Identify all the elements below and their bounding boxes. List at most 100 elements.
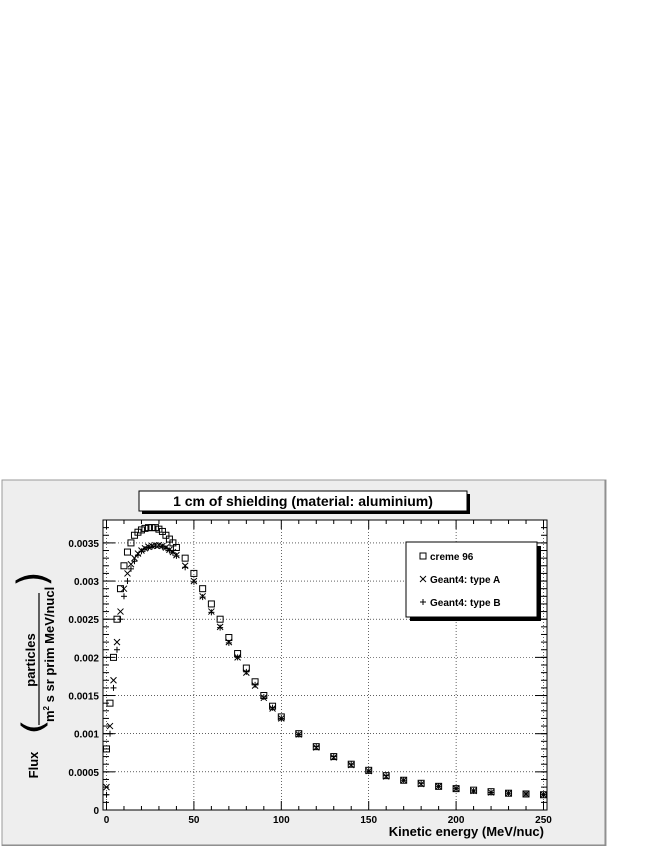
data-point — [127, 539, 135, 547]
data-point — [295, 731, 302, 738]
data-point — [418, 780, 425, 787]
y-tick-label: 0.0005 — [68, 768, 99, 779]
data-point — [134, 552, 141, 559]
data-point — [127, 560, 135, 568]
data-point — [348, 761, 355, 768]
legend-marker — [419, 575, 427, 583]
data-point — [110, 676, 117, 684]
x-tick-label: 100 — [273, 815, 290, 826]
legend-label: Geant4: type A — [430, 575, 500, 586]
y-tick-label: 0.0035 — [68, 539, 99, 550]
data-point — [217, 624, 224, 631]
data-point — [110, 684, 117, 691]
data-point — [252, 681, 259, 688]
y-axis-title: Flux ( particles m2 s sr prim MeV/nucl ) — [10, 571, 57, 778]
data-point — [106, 730, 113, 737]
legend-marker — [420, 599, 426, 605]
data-point — [190, 569, 198, 577]
axis-ticks — [103, 519, 547, 811]
data-point — [113, 646, 120, 653]
data-point — [120, 562, 128, 570]
data-point — [145, 544, 152, 551]
data-point — [131, 558, 138, 565]
x-axis-title: Kinetic energy (MeV/nuc) — [389, 824, 544, 839]
y-tick-label: 0.003 — [74, 577, 99, 588]
y-tick-label: 0 — [93, 806, 99, 817]
data-point — [131, 554, 138, 562]
y-tick-label: 0.0025 — [68, 615, 99, 626]
data-point — [102, 745, 110, 753]
y-axis-right-paren: ) — [10, 571, 56, 587]
data-point — [117, 616, 124, 623]
chart-title: 1 cm of shielding (material: aluminium) — [173, 493, 433, 509]
data-point — [103, 791, 110, 798]
data-markers — [102, 524, 548, 799]
data-point — [435, 783, 442, 790]
data-point — [199, 594, 206, 601]
data-point — [123, 548, 131, 556]
x-tick-labels: 0 50 100 150 200 250 — [104, 815, 553, 826]
data-point — [117, 608, 124, 615]
data-point — [540, 791, 547, 798]
data-point — [225, 639, 232, 646]
legend-label: creme 96 — [430, 552, 474, 563]
data-point — [523, 790, 530, 797]
legend: creme 96 Geant4: type A Geant4: type B — [405, 541, 541, 621]
data-point — [106, 722, 114, 730]
data-point — [120, 585, 128, 593]
data-point — [470, 787, 477, 794]
x-tick-label: 0 — [104, 815, 110, 826]
x-tick-label: 50 — [188, 815, 200, 826]
x-tick-label: 150 — [360, 815, 377, 826]
data-point — [278, 715, 285, 722]
legend-marker — [419, 552, 427, 560]
x-tick-label: 250 — [535, 815, 552, 826]
data-point — [453, 785, 460, 792]
data-point — [138, 548, 145, 555]
data-point — [182, 564, 189, 571]
y-axis-title-denominator: m2 s sr prim MeV/nucl — [42, 587, 57, 722]
data-point — [199, 585, 207, 593]
data-point — [103, 783, 110, 791]
data-point — [505, 790, 512, 797]
data-point — [106, 699, 114, 707]
data-point — [166, 547, 173, 554]
series-3 — [103, 542, 547, 798]
data-point — [181, 554, 189, 562]
data-point — [234, 654, 241, 661]
data-point — [159, 543, 166, 550]
data-point — [208, 609, 215, 616]
y-tick-label: 0.002 — [74, 653, 99, 664]
data-point — [148, 543, 155, 550]
y-axis-title-numerator: particles — [23, 633, 38, 686]
data-point — [173, 552, 180, 559]
data-point — [162, 545, 169, 552]
data-point — [120, 593, 127, 600]
data-point — [488, 789, 495, 796]
data-point — [169, 549, 176, 556]
chart-title-box: 1 cm of shielding (material: aluminium) — [138, 490, 470, 514]
x-tick-label: 200 — [448, 815, 465, 826]
data-point — [155, 542, 162, 549]
data-point — [124, 570, 131, 577]
data-point — [124, 578, 131, 585]
data-point — [243, 668, 250, 675]
data-point — [260, 694, 267, 701]
data-point — [216, 615, 224, 623]
y-axis-title-prefix: Flux — [26, 751, 41, 778]
data-point — [383, 772, 390, 779]
data-point — [313, 743, 320, 750]
data-point — [365, 768, 372, 775]
data-point — [207, 600, 215, 608]
y-tick-label: 0.001 — [74, 730, 99, 741]
legend-label: Geant4: type B — [430, 598, 501, 609]
data-point — [172, 543, 180, 551]
y-tick-label: 0.0015 — [68, 692, 99, 703]
y-tick-labels: 0 0.0005 0.001 0.0015 0.002 0.0025 0.003 0.0035 — [68, 539, 99, 817]
data-point — [190, 578, 197, 585]
data-point — [269, 704, 276, 711]
y-axis-left-paren: ( — [16, 719, 51, 735]
data-point — [109, 653, 117, 661]
data-point — [400, 777, 407, 784]
